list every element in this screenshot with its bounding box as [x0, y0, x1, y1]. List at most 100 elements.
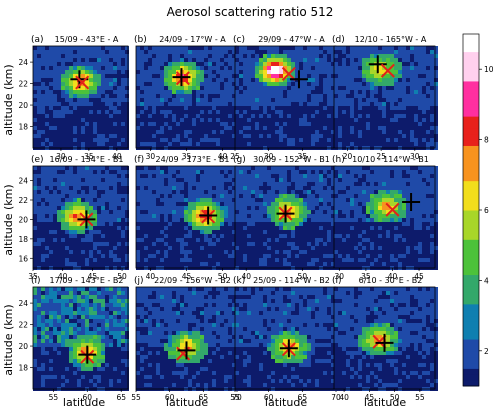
heatmap-cell — [358, 90, 362, 94]
heatmap-cell — [140, 194, 144, 198]
heatmap-cell — [323, 194, 327, 198]
heatmap-cell — [235, 110, 239, 114]
heatmap-cell — [334, 166, 338, 170]
heatmap-cell — [45, 242, 49, 246]
heatmap-cell — [105, 90, 109, 94]
heatmap-cell — [362, 198, 366, 202]
heatmap-cell — [418, 58, 422, 62]
heatmap-cell — [81, 242, 85, 246]
heatmap-cell — [295, 138, 299, 142]
heatmap-cell — [184, 62, 188, 66]
heatmap-cell — [77, 242, 81, 246]
heatmap-cell — [160, 218, 164, 222]
heatmap-cell — [192, 106, 196, 110]
heatmap-cell — [57, 62, 61, 66]
heatmap-cell — [232, 110, 236, 114]
heatmap-cell — [394, 142, 398, 146]
heatmap-cell — [239, 190, 243, 194]
heatmap-cell — [85, 174, 89, 178]
heatmap-cell — [338, 186, 342, 190]
heatmap-cell — [394, 170, 398, 174]
heatmap-cell — [303, 98, 307, 102]
heatmap-cell — [370, 198, 374, 202]
heatmap-cell — [220, 122, 224, 126]
heatmap-cell — [121, 254, 125, 258]
heatmap-cell — [136, 258, 140, 262]
heatmap-cell — [362, 46, 366, 50]
heatmap-cell — [172, 226, 176, 230]
heatmap-cell — [160, 58, 164, 62]
heatmap-cell — [299, 242, 303, 246]
heatmap-cell — [200, 178, 204, 182]
heatmap-cell — [144, 86, 148, 90]
heatmap-cell — [49, 62, 53, 66]
heatmap-cell — [168, 138, 172, 142]
heatmap-cell — [315, 186, 319, 190]
heatmap-cell — [164, 50, 168, 54]
heatmap-cell — [346, 54, 350, 58]
heatmap-cell — [69, 174, 73, 178]
panel-label: (d) — [332, 35, 345, 45]
heatmap-cell — [402, 170, 406, 174]
heatmap-cell — [251, 90, 255, 94]
heatmap-cell — [81, 102, 85, 106]
heatmap-cell — [172, 54, 176, 58]
heatmap-cell — [148, 78, 152, 82]
heatmap-cell — [255, 110, 259, 114]
heatmap-cell — [176, 242, 180, 246]
heatmap-cell — [362, 166, 366, 170]
heatmap-cell — [303, 82, 307, 86]
heatmap-cell — [164, 186, 168, 190]
heatmap-cell — [172, 78, 176, 82]
heatmap-cell — [49, 178, 53, 182]
heatmap-cell — [184, 46, 188, 50]
heatmap-cell — [303, 182, 307, 186]
heatmap-cell — [140, 106, 144, 110]
heatmap-cell — [374, 74, 378, 78]
heatmap-cell — [366, 66, 370, 70]
heatmap-cell — [331, 98, 335, 102]
heatmap-cell — [109, 114, 113, 118]
heatmap-cell — [255, 50, 259, 54]
heatmap-cell — [168, 258, 172, 262]
heatmap-cell — [315, 134, 319, 138]
heatmap-cell — [136, 126, 140, 130]
heatmap-cell — [418, 66, 422, 70]
heatmap-cell — [148, 46, 152, 50]
heatmap-cell — [279, 102, 283, 106]
heatmap-cell — [414, 54, 418, 58]
heatmap-cell — [85, 246, 89, 250]
heatmap-cell — [85, 182, 89, 186]
heatmap-cell — [73, 106, 77, 110]
heatmap-cell — [93, 118, 97, 122]
heatmap-cell — [311, 58, 315, 62]
heatmap-cell — [239, 170, 243, 174]
heatmap-cell — [212, 178, 216, 182]
heatmap-cell — [117, 138, 121, 142]
heatmap-cell — [93, 122, 97, 126]
heatmap-cell — [247, 174, 251, 178]
heatmap-cell — [196, 262, 200, 266]
heatmap-cell — [180, 142, 184, 146]
heatmap-cell — [267, 58, 271, 62]
heatmap-cell — [374, 94, 378, 98]
heatmap-cell — [109, 222, 113, 226]
heatmap-cell — [350, 118, 354, 122]
heatmap-cell — [113, 110, 117, 114]
heatmap-cell — [192, 142, 196, 146]
heatmap-cell — [398, 194, 402, 198]
heatmap-cell — [97, 254, 101, 258]
heatmap-cell — [378, 70, 382, 74]
heatmap-cell — [402, 130, 406, 134]
heatmap-cell — [204, 170, 208, 174]
heatmap-cell — [156, 110, 160, 114]
heatmap-cell — [93, 66, 97, 70]
heatmap-cell — [275, 94, 279, 98]
heatmap-cell — [176, 238, 180, 242]
heatmap-cell — [259, 98, 263, 102]
heatmap-cell — [323, 166, 327, 170]
heatmap-cell — [382, 86, 386, 90]
heatmap-cell — [430, 170, 434, 174]
heatmap-cell — [406, 54, 410, 58]
heatmap-cell — [224, 190, 228, 194]
